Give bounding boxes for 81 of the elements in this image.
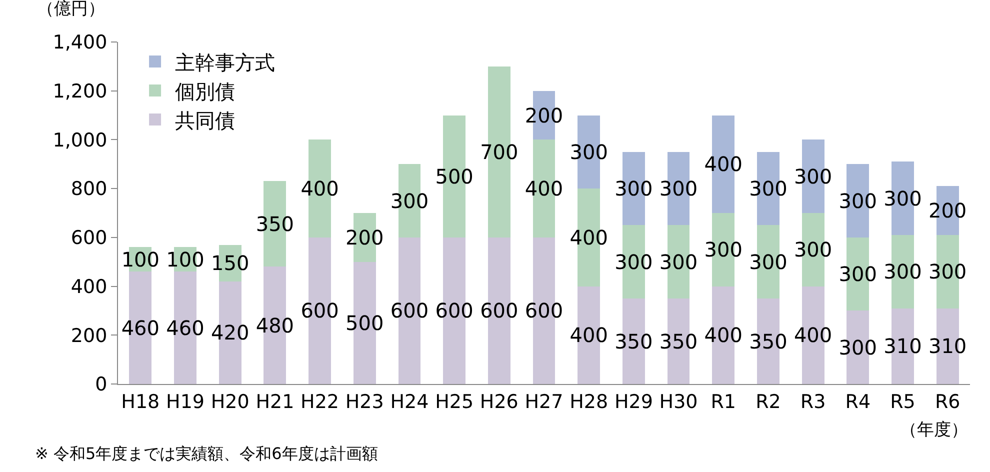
data-label: 300 (614, 250, 653, 274)
data-label: 300 (794, 238, 832, 262)
legend-label: 共同債 (175, 108, 236, 132)
y-tick-label: 600 (70, 227, 108, 250)
y-tick-label: 1,200 (52, 80, 108, 103)
data-label: 300 (704, 238, 742, 262)
data-label: 300 (884, 260, 922, 284)
data-label: 400 (570, 225, 608, 250)
data-label: 600 (480, 298, 518, 323)
x-tick-label: H28 (570, 390, 608, 413)
data-label: 300 (749, 250, 788, 274)
data-label: 300 (884, 186, 922, 210)
data-label: 420 (211, 320, 250, 345)
x-tick-label: H19 (166, 390, 204, 413)
x-tick-label: H27 (524, 390, 564, 413)
data-label: 310 (884, 334, 922, 358)
data-label: 300 (614, 176, 653, 201)
x-tick-label: H25 (435, 390, 474, 413)
y-tick-label: 1,000 (52, 129, 108, 152)
x-tick-label: H21 (256, 390, 294, 413)
data-label: 600 (390, 298, 429, 323)
x-tick-label: R6 (934, 390, 960, 413)
legend-label: 主幹事方式 (175, 50, 276, 74)
data-label: 400 (570, 323, 608, 348)
data-label: 100 (166, 247, 204, 272)
data-label: 300 (928, 260, 967, 284)
data-label: 350 (256, 212, 294, 236)
text: ※ 令和5年度までは実績額、令和6年度は計画額 (35, 444, 378, 463)
data-label: 350 (749, 329, 788, 354)
data-label: 300 (659, 250, 698, 274)
data-label: 600 (524, 298, 564, 323)
data-label: 350 (659, 329, 698, 354)
data-label: 100 (121, 247, 160, 272)
x-axis-title: （年度） (900, 420, 968, 440)
y-tick-label: 800 (70, 178, 108, 200)
data-label: 600 (300, 298, 339, 323)
data-label: 200 (928, 198, 967, 223)
y-tick-label: 1,400 (52, 32, 108, 54)
data-label: 400 (794, 323, 832, 348)
data-label: 400 (524, 176, 564, 201)
data-label: 300 (838, 188, 877, 213)
x-tick-label: R1 (710, 390, 736, 413)
data-label: 300 (794, 164, 832, 188)
x-tick-label: H18 (121, 390, 160, 413)
x-tick-label: H24 (390, 390, 429, 413)
data-label: 300 (749, 176, 788, 201)
legend-label: 個別債 (175, 79, 236, 104)
data-label: 400 (300, 176, 339, 201)
data-label: 200 (346, 225, 384, 250)
data-label: 600 (435, 298, 474, 323)
x-tick-label: H26 (480, 390, 518, 413)
x-tick-label: H29 (614, 390, 653, 413)
data-label: 460 (166, 316, 204, 340)
data-label: 300 (659, 176, 698, 201)
data-label: 300 (838, 335, 877, 360)
data-label: 150 (211, 251, 250, 276)
data-label: 300 (570, 140, 608, 164)
x-tick-label: H23 (345, 390, 384, 413)
data-label: 460 (121, 316, 160, 340)
data-label: 500 (435, 164, 474, 188)
data-label: 400 (704, 152, 742, 176)
data-label: 300 (838, 262, 877, 286)
y-tick-label: 200 (70, 324, 108, 347)
x-tick-label: H22 (300, 390, 340, 413)
data-label: 350 (614, 329, 653, 354)
y-tick-label: 400 (70, 276, 108, 298)
x-tick-label: H30 (659, 390, 698, 413)
x-tick-label: R2 (756, 390, 781, 413)
data-label: 200 (524, 103, 564, 128)
data-label: 400 (704, 323, 742, 348)
y-axis-title: （億円） (37, 0, 105, 19)
x-tick-label: H20 (210, 390, 250, 413)
data-label: 300 (390, 188, 429, 213)
x-tick-label: R5 (890, 390, 916, 413)
x-tick-label: R3 (800, 390, 826, 413)
data-label: 500 (346, 310, 384, 335)
x-tick-label: R4 (845, 390, 871, 413)
data-label: 480 (256, 313, 294, 338)
data-label: 700 (480, 140, 518, 164)
y-tick-label: 0 (95, 374, 108, 396)
data-label: 310 (928, 334, 967, 358)
